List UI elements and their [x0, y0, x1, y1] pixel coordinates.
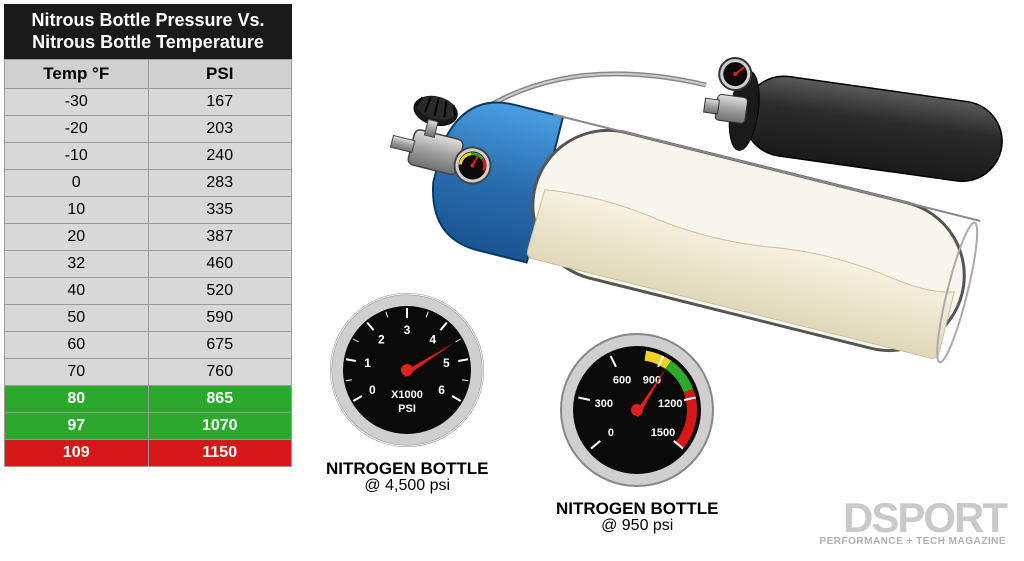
- table-row: 40520: [5, 278, 292, 305]
- svg-text:3: 3: [404, 323, 411, 337]
- svg-text:6: 6: [439, 383, 446, 397]
- cell-temp: 109: [5, 440, 149, 467]
- svg-text:4: 4: [430, 332, 437, 346]
- title-line-1: Nitrous Bottle Pressure Vs.: [31, 10, 264, 30]
- cell-psi: 167: [148, 89, 292, 116]
- cell-psi: 203: [148, 116, 292, 143]
- cell-temp: 97: [5, 413, 149, 440]
- cell-psi: 865: [148, 386, 292, 413]
- table-row: -30167: [5, 89, 292, 116]
- cell-psi: 335: [148, 197, 292, 224]
- cell-psi: 460: [148, 251, 292, 278]
- cell-psi: 590: [148, 305, 292, 332]
- cell-psi: 387: [148, 224, 292, 251]
- cell-temp: -30: [5, 89, 149, 116]
- gauge-1-group: 0 12 3 45 6 X1000 PSI NITROGEN BOTTLE @ 4,50…: [326, 290, 488, 495]
- table-row: 70760: [5, 359, 292, 386]
- cell-temp: 70: [5, 359, 149, 386]
- table-row: 10335: [5, 197, 292, 224]
- cell-psi: 675: [148, 332, 292, 359]
- cell-psi: 1150: [148, 440, 292, 467]
- svg-text:1200: 1200: [658, 398, 682, 410]
- svg-text:1: 1: [364, 356, 371, 370]
- table-row: 50590: [5, 305, 292, 332]
- svg-text:600: 600: [613, 374, 631, 386]
- table-row: 971070: [5, 413, 292, 440]
- table-title: Nitrous Bottle Pressure Vs. Nitrous Bott…: [4, 4, 292, 59]
- col-psi-header: PSI: [148, 60, 292, 89]
- table-row: 80865: [5, 386, 292, 413]
- logo-main: DSPORT: [819, 500, 1006, 536]
- pressure-table: Temp °F PSI -30167-20203-102400283103352…: [4, 59, 292, 467]
- gauge-2-label: NITROGEN BOTTLE: [556, 499, 718, 519]
- gauge-1-label: NITROGEN BOTTLE: [326, 459, 488, 479]
- table-row: -10240: [5, 143, 292, 170]
- gauge-1: 0 12 3 45 6 X1000 PSI: [327, 290, 487, 450]
- title-line-2: Nitrous Bottle Temperature: [32, 32, 264, 52]
- cell-temp: 0: [5, 170, 149, 197]
- svg-text:5: 5: [443, 356, 450, 370]
- col-temp-header: Temp °F: [5, 60, 149, 89]
- gauge-2-sublabel: @ 950 psi: [556, 517, 718, 535]
- cell-psi: 240: [148, 143, 292, 170]
- gauge-2: 030060090012001500: [557, 330, 717, 490]
- cell-temp: 60: [5, 332, 149, 359]
- gauge-2-group: 030060090012001500 NITROGEN BOTTLE @ 950…: [556, 330, 718, 535]
- svg-text:300: 300: [595, 398, 613, 410]
- gauge-1-sublabel: @ 4,500 psi: [326, 477, 488, 495]
- gauge1-unit-top: X1000: [391, 389, 423, 401]
- svg-text:2: 2: [378, 332, 385, 346]
- gauge1-unit-bot: PSI: [398, 403, 416, 415]
- table-row: -20203: [5, 116, 292, 143]
- pressure-table-section: Nitrous Bottle Pressure Vs. Nitrous Bott…: [0, 0, 296, 561]
- cell-temp: 32: [5, 251, 149, 278]
- cell-psi: 760: [148, 359, 292, 386]
- infographic-container: Nitrous Bottle Pressure Vs. Nitrous Bott…: [0, 0, 1024, 561]
- cell-temp: 20: [5, 224, 149, 251]
- cell-psi: 283: [148, 170, 292, 197]
- table-row: 1091150: [5, 440, 292, 467]
- table-row: 0283: [5, 170, 292, 197]
- cell-psi: 1070: [148, 413, 292, 440]
- table-row: 20387: [5, 224, 292, 251]
- cell-temp: -20: [5, 116, 149, 143]
- cell-temp: -10: [5, 143, 149, 170]
- diagram-section: 0 12 3 45 6 X1000 PSI NITROGEN BOTTLE @ 4,50…: [296, 0, 1024, 561]
- table-row: 60675: [5, 332, 292, 359]
- cell-temp: 40: [5, 278, 149, 305]
- logo: DSPORT PERFORMANCE + TECH MAGAZINE: [819, 500, 1006, 547]
- svg-text:1500: 1500: [651, 427, 675, 439]
- cell-psi: 520: [148, 278, 292, 305]
- cell-temp: 50: [5, 305, 149, 332]
- cell-temp: 80: [5, 386, 149, 413]
- svg-text:0: 0: [608, 427, 614, 439]
- cell-temp: 10: [5, 197, 149, 224]
- logo-sub: PERFORMANCE + TECH MAGAZINE: [819, 536, 1006, 547]
- svg-text:0: 0: [369, 383, 376, 397]
- table-row: 32460: [5, 251, 292, 278]
